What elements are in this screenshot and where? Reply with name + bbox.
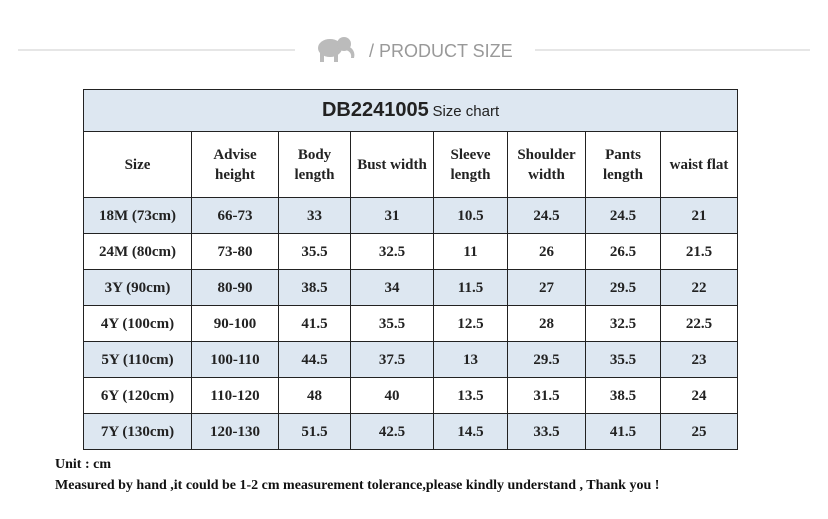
cell: 32.5	[350, 233, 434, 270]
column-header: Size	[83, 131, 192, 198]
cell: 80-90	[191, 269, 279, 306]
data-row: 3Y (90cm) 80-90 38.5 34 11.5 27 29.5 22	[83, 269, 739, 306]
cell: 21	[659, 197, 739, 234]
cell: 41.5	[585, 413, 661, 450]
table-body: DB2241005 Size chart Size Advise height Bo…	[82, 89, 739, 450]
cell: 90-100	[191, 305, 279, 342]
cell: 38.5	[585, 377, 661, 414]
cell: 10.5	[433, 197, 508, 234]
cell: 110-120	[191, 377, 279, 414]
cell: 32.5	[585, 305, 661, 342]
size-table: DB2241005 Size chart Size Advise height Bo…	[82, 89, 739, 450]
data-row: 7Y (130cm) 120-130 51.5 42.5 14.5 33.5 41.5 25	[83, 413, 739, 450]
cell: 38.5	[278, 269, 351, 306]
cell: 26.5	[585, 233, 661, 270]
cell: 48	[278, 377, 351, 414]
cell: 35.5	[278, 233, 351, 270]
cell: 13	[433, 341, 508, 378]
cell: 11	[433, 233, 508, 270]
cell: 120-130	[191, 413, 279, 450]
cell: 18M (73cm)	[83, 197, 192, 234]
column-header: waist flat	[659, 131, 739, 198]
cell: 24	[659, 377, 739, 414]
cell: 24.5	[585, 197, 661, 234]
cell: 26	[507, 233, 586, 270]
data-row: 18M (73cm) 66-73 33 31 10.5 24.5 24.5 21	[83, 197, 739, 234]
cell: 42.5	[350, 413, 434, 450]
note: Measured by hand ,it could be 1-2 cm mea…	[55, 478, 660, 493]
data-row: 24M (80cm) 73-80 35.5 32.5 11 26 26.5 21.5	[83, 233, 739, 270]
cell: 25	[659, 413, 739, 450]
cell: 44.5	[278, 341, 351, 378]
cell: 24.5	[507, 197, 586, 234]
column-header: Bust width	[350, 131, 434, 198]
cell: 5Y (110cm)	[83, 341, 192, 378]
header-row: Size Advise height Body length Bust width Sl…	[83, 131, 739, 198]
column-header: Body length	[278, 131, 351, 198]
cell: 40	[350, 377, 434, 414]
cell: 7Y (130cm)	[83, 413, 192, 450]
data-row: 6Y (120cm) 110-120 48 40 13.5 31.5 38.5 24	[83, 377, 739, 414]
cell: 28	[507, 305, 586, 342]
column-header: Advise height	[191, 131, 279, 198]
cell: 6Y (120cm)	[83, 377, 192, 414]
cell: 14.5	[433, 413, 508, 450]
column-header: Pants length	[585, 131, 661, 198]
column-header: Shoulder width	[507, 131, 586, 198]
cell: 35.5	[585, 341, 661, 378]
table-title: Size chart	[432, 102, 500, 120]
cell: 27	[507, 269, 586, 306]
cell: 4Y (100cm)	[83, 305, 192, 342]
cell: 13.5	[433, 377, 508, 414]
cell: 37.5	[350, 341, 434, 378]
header-title: / PRODUCT SIZE	[369, 41, 513, 61]
cell: 31	[350, 197, 434, 234]
cell: 41.5	[278, 305, 351, 342]
cell: 21.5	[659, 233, 739, 270]
cell: 29.5	[585, 269, 661, 306]
cell: 24M (80cm)	[83, 233, 192, 270]
cell: 73-80	[191, 233, 279, 270]
cell: 100-110	[191, 341, 279, 378]
cell: 29.5	[507, 341, 586, 378]
column-header: Sleeve length	[433, 131, 508, 198]
cell: 66-73	[191, 197, 279, 234]
cell: 23	[659, 341, 739, 378]
note: Unit : cm	[55, 457, 111, 472]
cell: 22	[659, 269, 739, 306]
data-row: 5Y (110cm) 100-110 44.5 37.5 13 29.5 35.5 23	[83, 341, 739, 378]
product-code: DB2241005	[321, 98, 429, 121]
section-header: / PRODUCT SIZE	[18, 37, 810, 62]
cell: 11.5	[433, 269, 508, 306]
title-row: DB2241005 Size chart	[82, 89, 739, 132]
cell: 34	[350, 269, 434, 306]
cell: 33	[278, 197, 351, 234]
data-row: 4Y (100cm) 90-100 41.5 35.5 12.5 28 32.5 22.5	[83, 305, 739, 342]
cell: 33.5	[507, 413, 586, 450]
cell: 31.5	[507, 377, 586, 414]
cell: 51.5	[278, 413, 351, 450]
cell: 3Y (90cm)	[83, 269, 192, 306]
cell: 12.5	[433, 305, 508, 342]
title-cell: DB2241005 Size chart	[82, 89, 739, 132]
elephant-icon	[318, 37, 355, 62]
cell: 22.5	[659, 305, 739, 342]
cell: 35.5	[350, 305, 434, 342]
